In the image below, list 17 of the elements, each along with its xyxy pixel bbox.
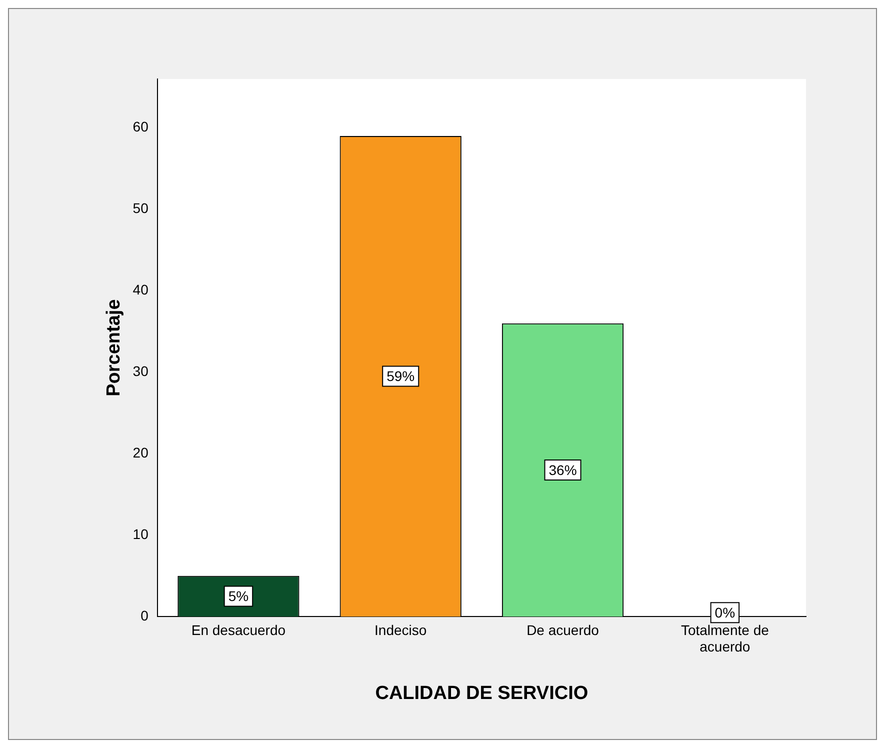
x-tick-label: De acuerdo	[526, 622, 600, 638]
y-tick-label: 60	[132, 118, 149, 135]
y-tick-label: 40	[132, 282, 149, 298]
x-tick-label: Indeciso	[374, 622, 427, 638]
y-tick-label: 50	[132, 200, 149, 216]
data-label: 59%	[386, 368, 415, 384]
data-label: 36%	[548, 462, 577, 478]
y-tick-label: 30	[132, 363, 149, 380]
data-label: 0%	[714, 604, 736, 620]
x-tick-label: Totalmente de acuerdo	[680, 622, 770, 655]
y-axis-title: Porcentaje	[104, 299, 125, 396]
y-tick-label: 10	[132, 526, 149, 542]
x-tick-label: En desacuerdo	[191, 622, 286, 638]
y-tick-label: 0	[140, 607, 149, 624]
data-label: 5%	[228, 588, 249, 604]
y-tick-label: 20	[132, 444, 149, 461]
x-axis-title: CALIDAD DE SERVICIO	[375, 682, 588, 704]
